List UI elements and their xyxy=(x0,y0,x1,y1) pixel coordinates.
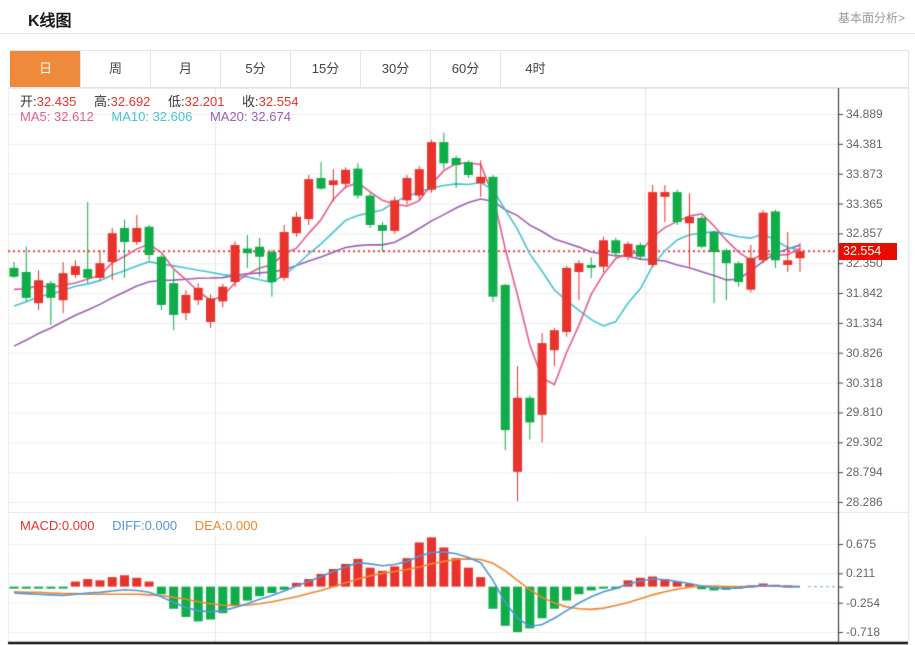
y-axis-label: -0.718 xyxy=(846,625,881,639)
y-axis-label: 31.842 xyxy=(846,286,883,301)
low-value: 32.201 xyxy=(184,94,225,109)
y-axis-label: 32.857 xyxy=(846,226,883,241)
high-value: 32.692 xyxy=(110,94,151,109)
tab-60min[interactable]: 60分 xyxy=(430,51,500,87)
open-label: 开: xyxy=(20,94,37,109)
y-axis-label: 34.889 xyxy=(846,107,883,121)
macd-info-row: MACD:0.000 DIFF:0.000 DEA:0.000 xyxy=(20,518,258,533)
y-axis-label: 29.810 xyxy=(846,405,883,420)
diff-value: 0.000 xyxy=(144,518,178,533)
macd-value: 0.000 xyxy=(61,518,95,533)
tab-week[interactable]: 周 xyxy=(80,51,150,87)
header-divider xyxy=(0,33,915,34)
macd-label: MACD: xyxy=(20,518,62,533)
y-axis-label: 28.794 xyxy=(846,465,883,480)
y-axis-label: 34.381 xyxy=(846,136,883,151)
y-axis-label: 28.286 xyxy=(846,495,883,509)
ma20-value: 32.674 xyxy=(251,109,291,124)
y-axis-label: 33.365 xyxy=(846,196,883,211)
dea-value: 0.000 xyxy=(225,518,258,533)
low-label: 低: xyxy=(168,94,185,109)
tab-15min[interactable]: 15分 xyxy=(290,51,360,87)
tab-5min[interactable]: 5分 xyxy=(220,51,290,87)
ma10-value: 32.606 xyxy=(152,109,193,124)
tabbar-filler xyxy=(570,51,908,87)
fundamental-analysis-link[interactable]: 基本面分析> xyxy=(837,11,905,25)
y-axis-label: 30.318 xyxy=(846,375,883,390)
y-axis-label: 33.873 xyxy=(846,166,883,181)
current-price-badge: 32.554 xyxy=(839,242,897,260)
y-axis-label: 30.826 xyxy=(846,345,883,360)
y-axis-label: 31.334 xyxy=(846,315,883,330)
high-label: 高: xyxy=(94,94,111,109)
ma20-label: MA20: xyxy=(209,109,248,124)
period-tabbar: 日 周 月 5分 15分 30分 60分 4时 xyxy=(10,50,909,88)
ohlc-info-row: 开:32.435 高:32.692 低:32.201 收:32.554 xyxy=(20,91,298,110)
y-axis-label: 0.211 xyxy=(846,566,876,581)
ma5-value: 32.612 xyxy=(53,109,94,124)
open-value: 32.435 xyxy=(36,94,77,109)
y-axis-label: 0.675 xyxy=(846,537,877,551)
tab-day[interactable]: 日 xyxy=(10,51,80,87)
ma5-label: MA5: xyxy=(20,109,51,124)
y-axis-label: -0.254 xyxy=(846,595,881,610)
ma-info-row: MA5: 32.612 MA10: 32.606 MA20: 32.674 xyxy=(20,109,291,124)
ma10-label: MA10: xyxy=(111,109,149,124)
close-value: 32.554 xyxy=(258,94,299,109)
tab-month[interactable]: 月 xyxy=(150,51,220,87)
tab-30min[interactable]: 30分 xyxy=(360,51,430,87)
close-label: 收: xyxy=(242,94,259,109)
dea-label: DEA: xyxy=(194,518,226,533)
diff-label: DIFF: xyxy=(112,518,145,533)
page-title: K线图 xyxy=(28,13,72,30)
y-axis-label: 29.302 xyxy=(846,435,883,450)
tab-4hour[interactable]: 4时 xyxy=(500,51,570,87)
